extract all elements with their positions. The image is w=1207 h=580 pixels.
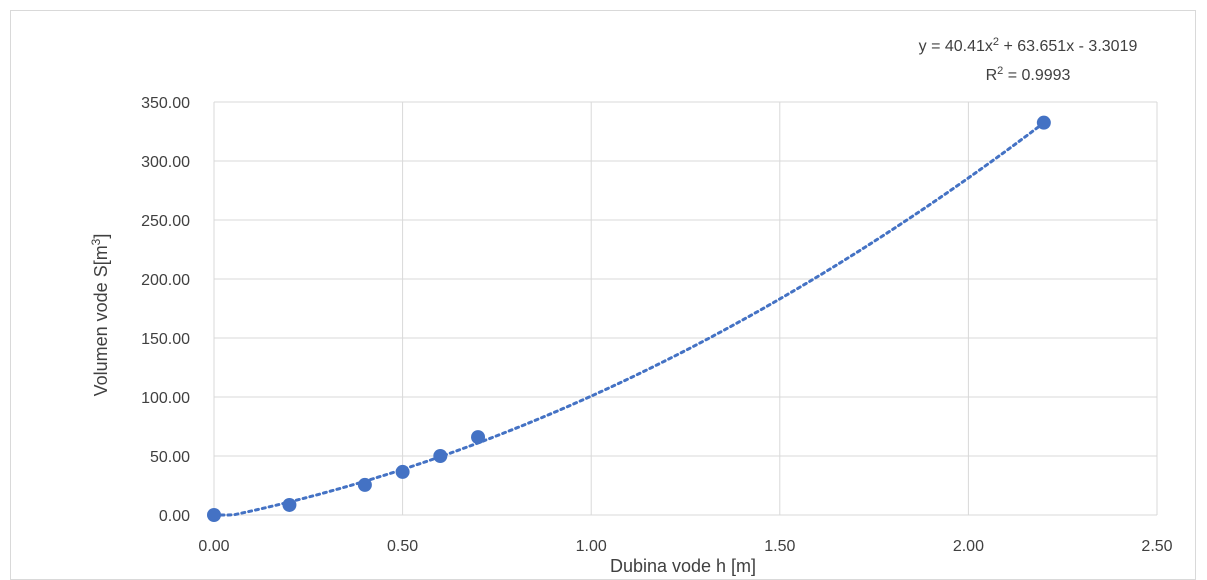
y-axis-title: Volumen vode S[m3] xyxy=(89,234,111,397)
y-tick-label: 350.00 xyxy=(141,95,190,112)
data-point xyxy=(433,449,448,463)
x-tick-label: 1.50 xyxy=(764,538,795,555)
y-tick-label: 0.00 xyxy=(159,508,190,525)
data-points xyxy=(207,115,1051,522)
data-point xyxy=(395,464,410,479)
trendline-equation: y = 40.41x2 + 63.651x - 3.3019 xyxy=(919,36,1138,55)
trendline-curve xyxy=(212,121,1046,517)
x-axis-title: Dubina vode h [m] xyxy=(610,556,756,576)
data-point xyxy=(471,430,486,445)
data-point xyxy=(1036,115,1051,130)
data-point xyxy=(282,497,297,512)
trendline-r-squared: R2 = 0.9993 xyxy=(986,65,1071,84)
data-point xyxy=(357,477,372,492)
y-tick-label: 300.00 xyxy=(141,154,190,171)
y-tick-label: 200.00 xyxy=(141,272,190,289)
y-tick-label: 100.00 xyxy=(141,390,190,407)
y-tick-label: 250.00 xyxy=(141,213,190,230)
trendline-layer xyxy=(212,121,1046,517)
y-tick-label: 50.00 xyxy=(150,449,190,466)
y-tick-label: 150.00 xyxy=(141,331,190,348)
x-tick-label: 1.00 xyxy=(576,538,607,555)
tick-labels: 0.00 50.00 100.00 150.00 200.00 250.00 300.00 3… xyxy=(141,95,1173,555)
data-point xyxy=(207,508,221,522)
x-tick-label: 0.50 xyxy=(387,538,418,555)
x-tick-label: 2.00 xyxy=(953,538,984,555)
x-tick-label: 2.50 xyxy=(1141,538,1172,555)
x-tick-label: 0.00 xyxy=(198,538,229,555)
grid-lines xyxy=(213,101,1158,516)
